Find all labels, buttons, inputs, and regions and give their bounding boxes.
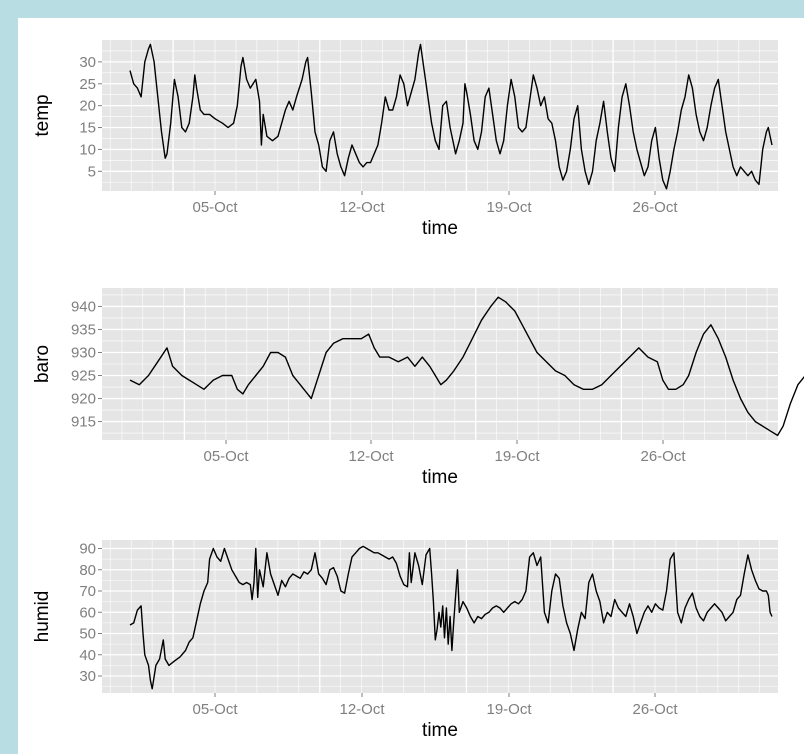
y-tick-label: 40 — [79, 647, 96, 664]
y-tick-label: 25 — [79, 76, 96, 93]
x-tick-label: 12-Oct — [339, 199, 385, 216]
y-tick-label: 940 — [71, 298, 96, 315]
y-tick-label: 90 — [79, 541, 96, 558]
panel-baro: 915 920 925 930 935 940 05-Oct 12-Oct 19-Oct 26-O… — [32, 288, 804, 488]
y-tick-label: 935 — [71, 321, 96, 338]
gridlines — [102, 40, 778, 191]
figure-canvas: 5 10 15 20 25 30 05-Oct 12-Oct 19-Oct 26-Oct time t… — [18, 18, 804, 754]
y-axis-title: temp — [32, 94, 53, 136]
x-tick-label: 12-Oct — [339, 701, 385, 718]
y-tick-label: 80 — [79, 562, 96, 579]
y-tick-label: 915 — [71, 414, 96, 431]
x-tick-label: 26-Oct — [640, 448, 686, 465]
y-tick-label: 10 — [79, 141, 96, 158]
y-tick-label: 920 — [71, 391, 96, 408]
x-axis-title: time — [422, 218, 458, 239]
x-tick-label: 19-Oct — [494, 448, 540, 465]
y-tick-label: 5 — [88, 163, 96, 180]
series-line-humid — [129, 545, 773, 690]
y-tick-label: 60 — [79, 604, 96, 621]
series-line-temp — [129, 43, 773, 190]
panel-background — [102, 40, 778, 191]
x-tick-label: 05-Oct — [203, 448, 249, 465]
x-tick-label: 05-Oct — [192, 199, 238, 216]
x-tick-label: 26-Oct — [632, 199, 678, 216]
x-tick-label: 12-Oct — [348, 448, 394, 465]
y-tick-label: 930 — [71, 344, 96, 361]
gridlines — [102, 540, 778, 693]
panel-temp: 5 10 15 20 25 30 05-Oct 12-Oct 19-Oct 26-Oct time t… — [32, 40, 778, 239]
x-tick-label: 05-Oct — [192, 701, 238, 718]
faceted-line-charts: 5 10 15 20 25 30 05-Oct 12-Oct 19-Oct 26-Oct time t… — [32, 40, 804, 741]
x-tick-label: 19-Oct — [486, 199, 532, 216]
x-tick-label: 19-Oct — [486, 701, 532, 718]
y-tick-label: 30 — [79, 668, 96, 685]
y-tick-label: 20 — [79, 98, 96, 115]
y-tick-label: 50 — [79, 626, 96, 643]
y-axis-title: humid — [32, 591, 53, 643]
y-axis-title: baro — [32, 345, 53, 383]
series-line-baro — [129, 296, 804, 437]
x-tick-label: 26-Oct — [632, 701, 678, 718]
gridlines — [102, 288, 778, 440]
panel-humid: 30 40 50 60 70 80 90 05-Oct 12-Oct 19-Oct 26-Oct ti… — [32, 540, 778, 741]
y-tick-label: 925 — [71, 368, 96, 385]
x-axis-title: time — [422, 467, 458, 488]
x-axis-title: time — [422, 720, 458, 741]
y-tick-label: 70 — [79, 583, 96, 600]
y-tick-label: 30 — [79, 54, 96, 71]
y-tick-label: 15 — [79, 120, 96, 137]
